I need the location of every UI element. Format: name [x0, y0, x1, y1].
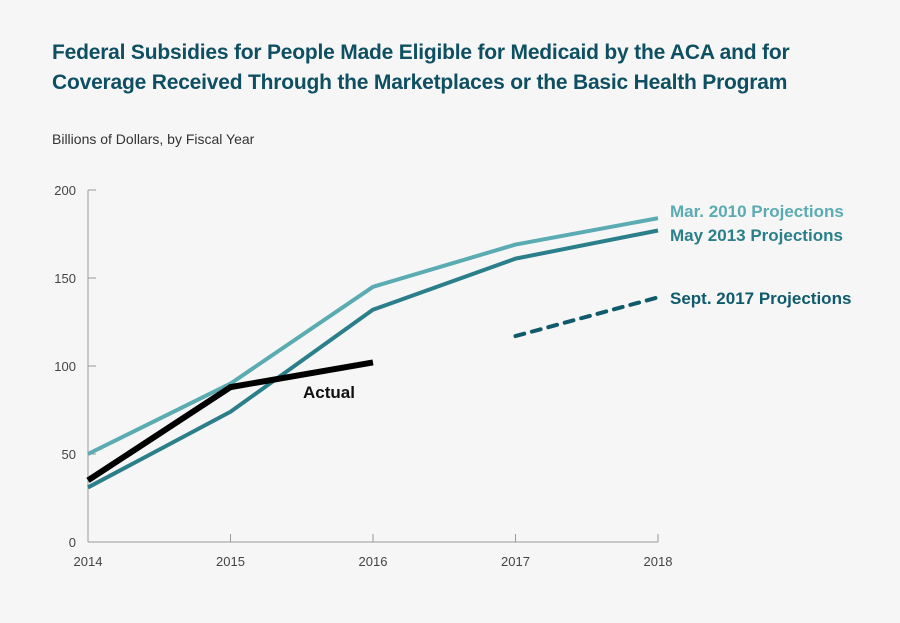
y-tick-label: 0 [69, 535, 76, 550]
y-tick-label: 200 [54, 183, 76, 198]
y-axis-label: Billions of Dollars, by Fiscal Year [52, 131, 255, 147]
x-tick-label: 2016 [359, 554, 388, 569]
series-label: Mar. 2010 Projections [670, 202, 844, 221]
series-label: Actual [303, 383, 355, 402]
chart-title: Federal Subsidies for People Made Eligib… [52, 41, 790, 94]
x-tick-label: 2015 [216, 554, 245, 569]
y-tick-label: 50 [62, 447, 76, 462]
series-label: May 2013 Projections [670, 226, 843, 245]
series-label: Sept. 2017 Projections [670, 289, 851, 308]
x-tick-label: 2018 [644, 554, 673, 569]
y-tick-label: 150 [54, 271, 76, 286]
series-line-2 [513, 295, 660, 339]
x-tick-label: 2014 [74, 554, 103, 569]
y-tick-label: 100 [54, 359, 76, 374]
x-tick-label: 2017 [501, 554, 530, 569]
series-line-0 [87, 216, 659, 456]
series-line-1 [87, 228, 659, 490]
